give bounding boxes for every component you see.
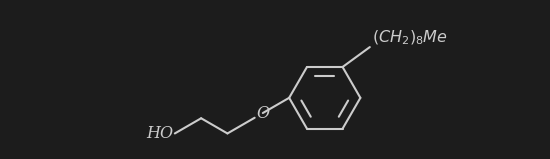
Text: HO: HO: [147, 125, 174, 142]
Text: $(CH_2)_8Me$: $(CH_2)_8Me$: [372, 28, 448, 47]
Text: O: O: [256, 104, 270, 121]
